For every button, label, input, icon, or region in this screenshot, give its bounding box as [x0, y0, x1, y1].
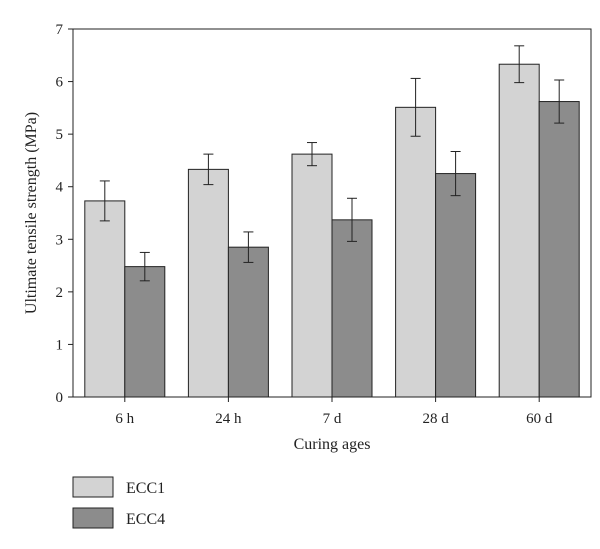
error-bars: [99, 45, 565, 282]
legend-swatch: [72, 476, 114, 498]
error-bar-ecc1-1: [203, 153, 214, 186]
y-tick-label: 5: [56, 127, 64, 143]
x-tick-label: 24 h: [215, 411, 242, 427]
y-tick-label: 0: [56, 390, 64, 406]
legend: ECC1 ECC4: [72, 476, 165, 529]
y-axis: 0 1 2 3 4 5 6 7: [56, 22, 73, 406]
y-tick-label: 7: [56, 22, 64, 38]
y-tick-label: 2: [56, 285, 64, 301]
error-bar-ecc4-1: [243, 231, 254, 263]
y-tick-label: 3: [56, 232, 64, 248]
y-axis-label: Ultimate tensile strength (MPa): [23, 112, 40, 314]
legend-item-ecc4: ECC4: [72, 507, 165, 529]
x-tick-label: 28 d: [422, 411, 449, 427]
x-tick-label: 6 h: [115, 411, 134, 427]
bar-ecc4-3: [435, 173, 477, 398]
error-bar-ecc1-4: [514, 45, 525, 84]
error-bar-ecc1-0: [99, 180, 110, 222]
y-tick-label: 6: [56, 75, 64, 91]
bar-ecc1-3: [395, 106, 437, 398]
bar-ecc1-4: [498, 63, 540, 398]
error-bar-ecc1-2: [307, 142, 317, 167]
bar-ecc4-0: [124, 266, 166, 398]
legend-label: ECC1: [126, 480, 165, 497]
legend-item-ecc1: ECC1: [72, 476, 165, 498]
error-bar-ecc4-4: [554, 79, 565, 124]
bar-ecc1-0: [84, 200, 126, 398]
error-bar-ecc4-0: [139, 251, 150, 282]
bars: [84, 63, 580, 398]
bar-ecc1-1: [187, 168, 229, 398]
bar-ecc4-1: [227, 246, 269, 398]
x-tick-label: 60 d: [526, 411, 553, 427]
x-axis: 6 h 24 h 7 d 28 d 60 d: [115, 397, 553, 427]
x-tick-label: 7 d: [323, 411, 342, 427]
y-tick-label: 4: [56, 180, 64, 196]
error-bar-ecc1-3: [410, 77, 421, 137]
bar-ecc4-4: [538, 101, 580, 398]
error-bar-ecc4-2: [347, 197, 357, 242]
legend-swatch: [72, 507, 114, 529]
bar-ecc1-2: [291, 153, 333, 398]
error-bar-ecc4-3: [450, 150, 461, 197]
y-tick-label: 1: [56, 337, 64, 353]
x-axis-label: Curing ages: [294, 436, 371, 453]
legend-label: ECC4: [126, 511, 165, 528]
plot-area-frame: [72, 28, 592, 398]
bar-ecc4-2: [331, 219, 373, 398]
